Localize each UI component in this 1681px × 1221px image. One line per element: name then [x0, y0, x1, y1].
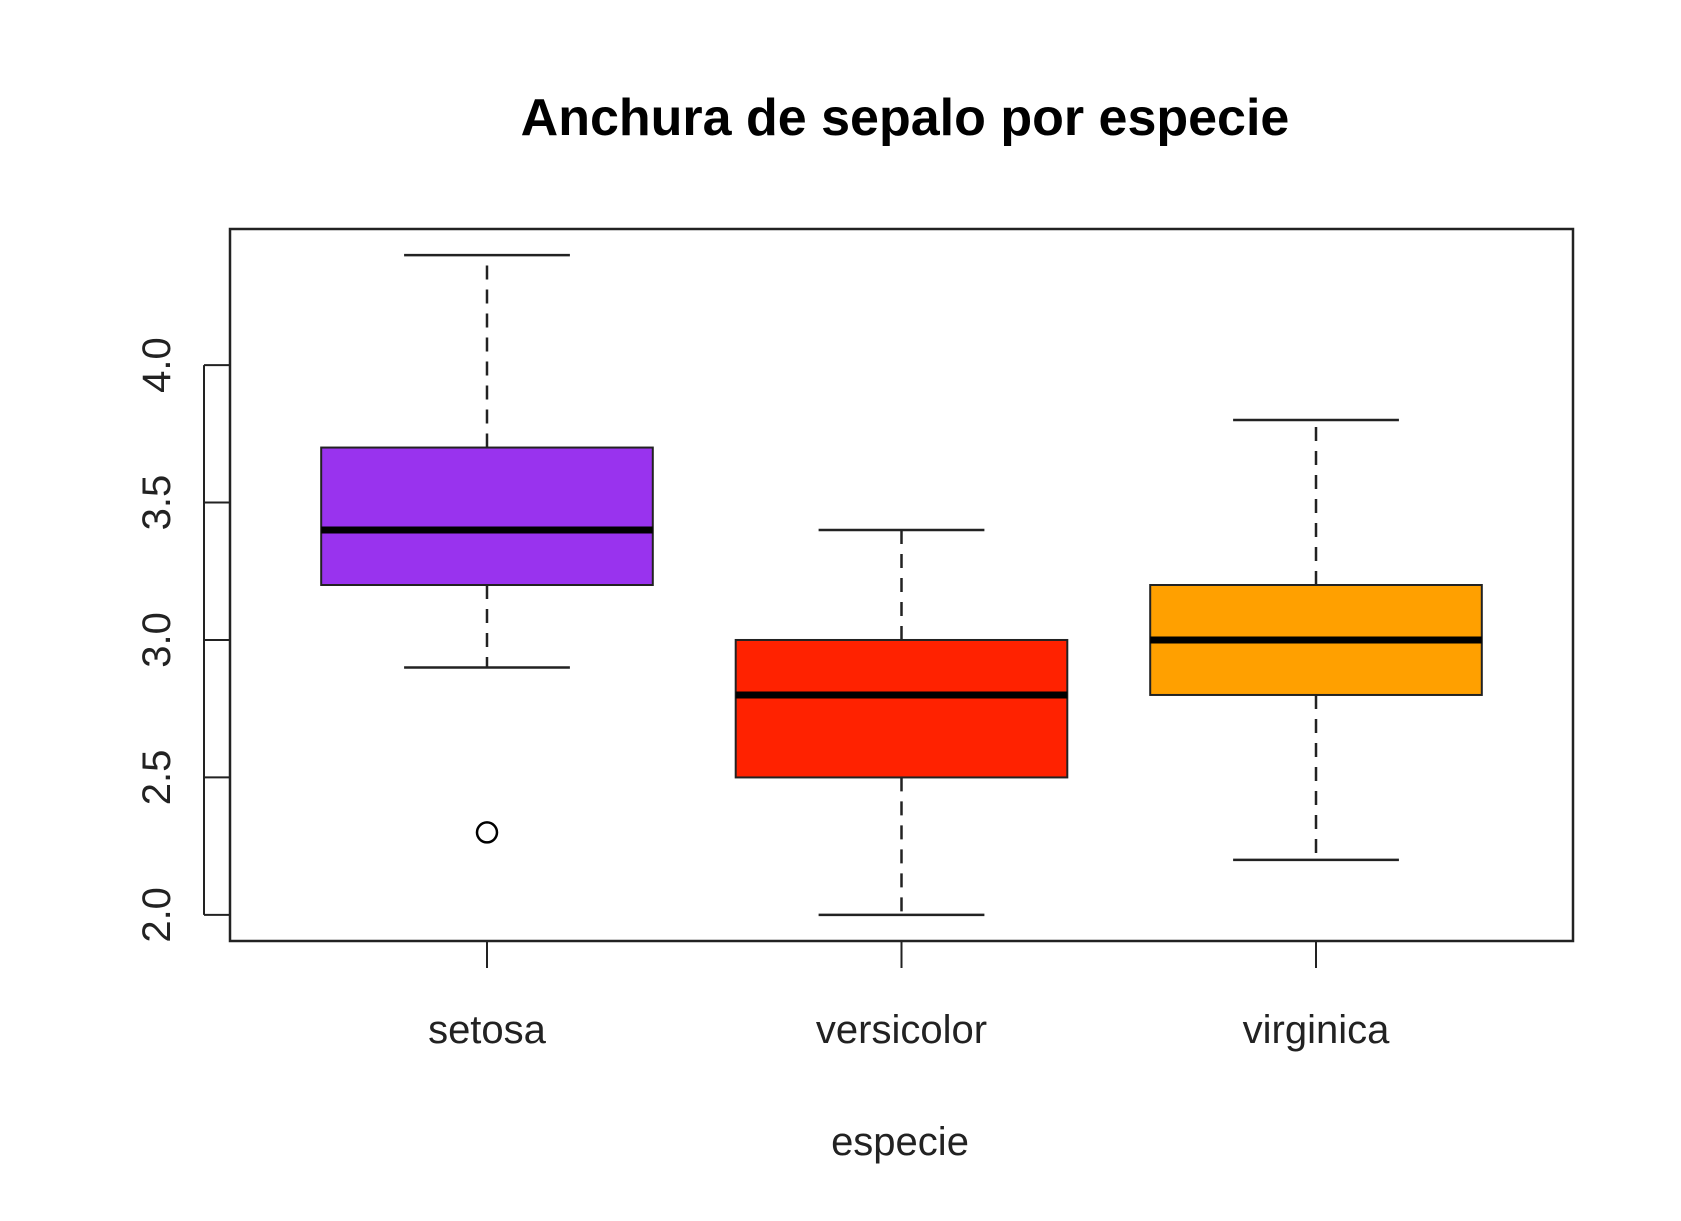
- x-tick-label: virginica: [1243, 1008, 1390, 1052]
- x-axis-label: especie: [831, 1120, 969, 1164]
- x-tick-label: versicolor: [816, 1008, 987, 1052]
- box-setosa: [320, 253, 654, 844]
- outlier-point: [475, 821, 499, 844]
- y-tick-label: 2.5: [135, 750, 179, 806]
- x-tick-label: setosa: [428, 1008, 547, 1052]
- box-virginica: [1149, 418, 1483, 862]
- x-axis: setosa versicolor virginica: [428, 940, 1390, 1052]
- y-tick-label: 4.0: [135, 337, 179, 393]
- boxes-group: [320, 253, 1483, 917]
- iqr-box: [320, 446, 654, 586]
- y-tick-label: 2.0: [135, 887, 179, 943]
- chart-title: Anchura de sepalo por especie: [521, 89, 1290, 147]
- box-versicolor: [734, 528, 1069, 917]
- y-tick-label: 3.0: [135, 612, 179, 668]
- iqr-box: [734, 638, 1069, 779]
- y-axis: 2.0 2.5 3.0 3.5 4.0: [135, 337, 230, 943]
- y-tick-label: 3.5: [135, 475, 179, 531]
